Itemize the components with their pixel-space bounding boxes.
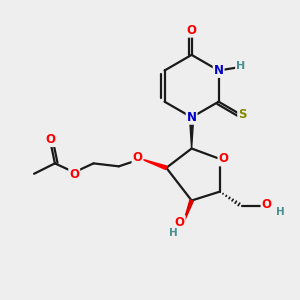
Text: H: H [236,61,245,71]
Text: O: O [218,152,228,165]
Text: O: O [45,133,56,146]
Text: N: N [214,64,224,77]
Text: H: H [169,228,178,238]
Polygon shape [190,117,194,148]
Polygon shape [183,200,193,225]
Text: H: H [275,207,284,217]
Polygon shape [141,159,167,169]
Text: O: O [262,199,272,212]
Text: S: S [238,108,247,121]
Text: O: O [133,151,142,164]
Text: O: O [175,216,185,229]
Text: O: O [69,168,79,181]
Text: O: O [187,24,196,37]
Text: N: N [187,111,196,124]
